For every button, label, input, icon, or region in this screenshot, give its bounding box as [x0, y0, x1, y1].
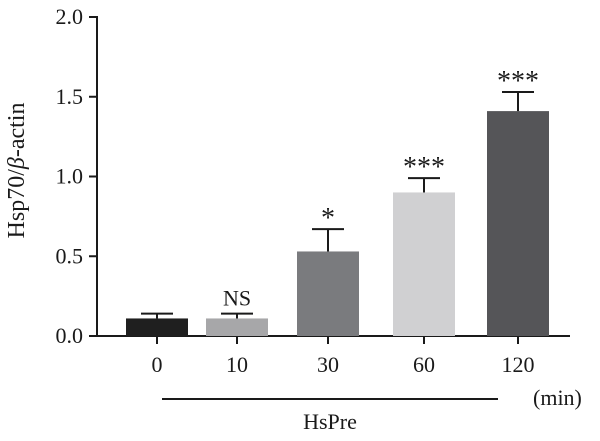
x-tick-label: 0 [152, 352, 163, 377]
bar [126, 318, 188, 336]
x-tick-label: 10 [226, 352, 248, 377]
x-tick-label: 60 [413, 352, 435, 377]
significance-label: *** [497, 66, 539, 97]
y-axis: 0.0 0.5 1.0 1.5 2.0 [56, 4, 98, 348]
significance-label: NS [223, 286, 251, 311]
significance-label: *** [403, 152, 445, 183]
x-tick-label: 120 [502, 352, 535, 377]
y-tick-label: 0.5 [56, 243, 84, 268]
significance-label: * [321, 203, 335, 234]
y-axis-label: Hsp70/β-actin [4, 103, 30, 239]
x-unit-label: (min) [533, 385, 582, 410]
group-label: HsPre [303, 409, 357, 434]
bar [393, 192, 455, 336]
bar [297, 251, 359, 336]
bar [487, 111, 549, 336]
y-tick-label: 0.0 [56, 323, 84, 348]
x-axis: 0 10 30 60 120 [96, 335, 570, 377]
y-tick-label: 1.0 [56, 164, 84, 189]
y-tick-label: 2.0 [56, 4, 84, 29]
bar [206, 318, 268, 336]
x-tick-label: 30 [317, 352, 339, 377]
y-tick-label: 1.5 [56, 84, 84, 109]
